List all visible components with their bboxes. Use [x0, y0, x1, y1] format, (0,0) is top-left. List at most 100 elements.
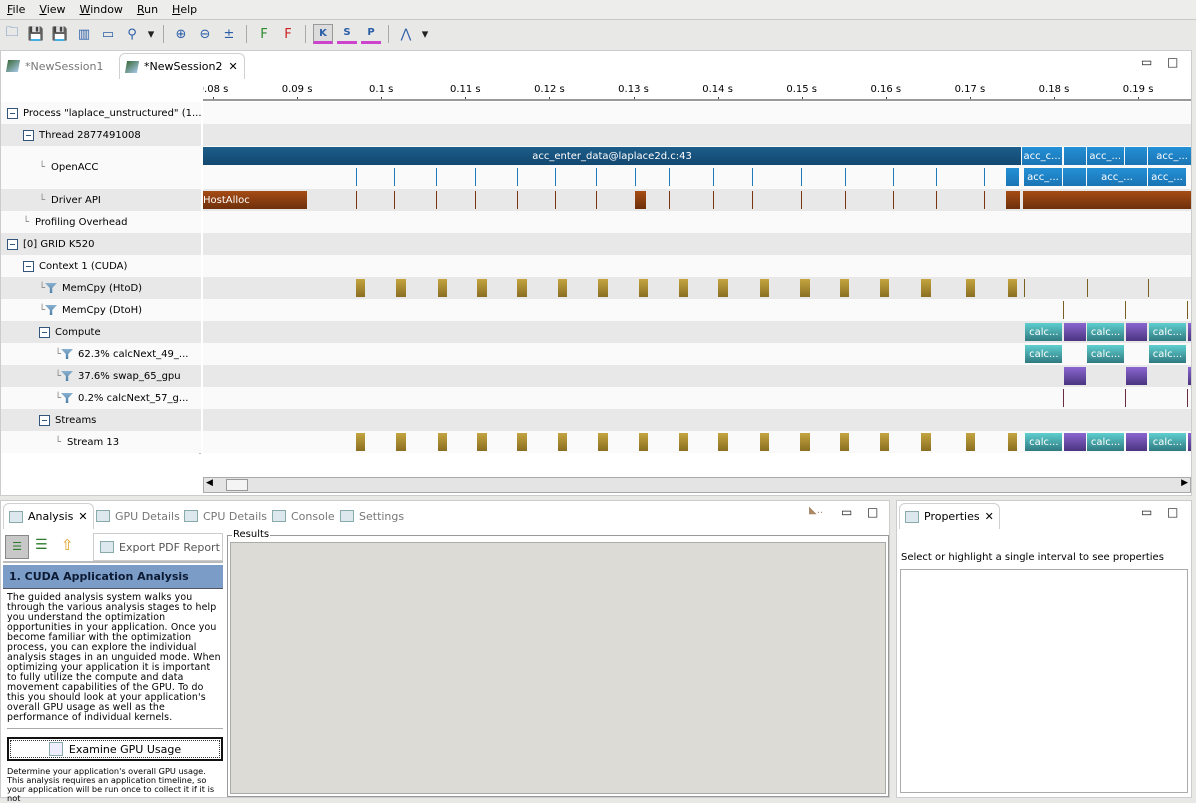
menu-run[interactable]: Run: [136, 3, 159, 16]
api-call-marker[interactable]: [517, 168, 519, 186]
stream-color-icon[interactable]: S: [337, 24, 357, 44]
memcpy-htod-bar[interactable]: [1007, 279, 1018, 297]
memcpy-htod-bar[interactable]: [839, 279, 850, 297]
memcpy-htod-bar[interactable]: [800, 279, 810, 297]
tab-analysis[interactable]: Analysis ✕: [3, 503, 94, 529]
maximize-button[interactable]: □: [1167, 55, 1179, 69]
export-pdf-button[interactable]: Export PDF Report: [93, 533, 223, 561]
kernel-swap-bar[interactable]: [1064, 323, 1086, 341]
zoom-fit-icon[interactable]: ±: [223, 26, 235, 42]
openacc-event-bar[interactable]: acc_...: [1086, 147, 1124, 165]
kernel-calcnext-bar[interactable]: calc...: [1025, 323, 1063, 341]
timeline-row-label[interactable]: Compute: [1, 321, 201, 343]
api-call-marker[interactable]: [668, 168, 670, 186]
zoom-in-icon[interactable]: ⊕: [175, 26, 187, 42]
api-call-marker[interactable]: [355, 168, 357, 186]
save-all-icon[interactable]: 💾: [51, 26, 69, 42]
kernel-swap-bar[interactable]: [1187, 323, 1191, 341]
api-call-marker[interactable]: [475, 168, 477, 186]
menu-file[interactable]: File: [7, 3, 26, 16]
stream-memcpy-bar[interactable]: [557, 433, 568, 451]
menu-window[interactable]: Window: [79, 3, 123, 16]
kernel-swap-bar[interactable]: [1126, 433, 1148, 451]
api-call-marker[interactable]: [1125, 389, 1127, 407]
driver-api-bar[interactable]: HostAlloc: [203, 191, 308, 209]
api-call-marker[interactable]: [435, 191, 437, 209]
stream-memcpy-bar[interactable]: [839, 433, 850, 451]
timeline-row-label[interactable]: └ Driver API: [1, 189, 201, 211]
api-call-marker[interactable]: [800, 191, 802, 209]
stream-memcpy-bar[interactable]: [718, 433, 728, 451]
stream-memcpy-bar[interactable]: [477, 433, 487, 451]
stream-memcpy-bar[interactable]: [800, 433, 810, 451]
openacc-event-bar[interactable]: acc_...: [1023, 168, 1063, 186]
timeline-row-label[interactable]: └ MemCpy (DtoH): [1, 299, 201, 321]
menu-help[interactable]: Help: [172, 3, 198, 16]
openacc-event-bar[interactable]: [1063, 168, 1086, 186]
api-call-marker[interactable]: [1148, 279, 1150, 297]
api-call-marker[interactable]: [475, 191, 477, 209]
stream-memcpy-bar[interactable]: [678, 433, 689, 451]
openacc-event-bar[interactable]: acc_...: [1148, 147, 1191, 165]
filter-icon[interactable]: [61, 393, 74, 403]
kernel-swap-bar[interactable]: [1064, 367, 1086, 385]
timeline-row-label[interactable]: Streams: [1, 409, 201, 431]
kernel-calcnext-bar[interactable]: calc...: [1149, 433, 1186, 451]
memcpy-htod-bar[interactable]: [879, 279, 890, 297]
search-icon[interactable]: ⚲: [127, 26, 137, 42]
timeline-row-label[interactable]: └ OpenACC: [1, 146, 201, 189]
stream-memcpy-bar[interactable]: [638, 433, 649, 451]
openacc-event-bar[interactable]: acc_enter_data@laplace2d.c:43: [203, 147, 1022, 165]
api-call-marker[interactable]: [936, 168, 938, 186]
kernel-calcnext-bar[interactable]: calc...: [1086, 323, 1125, 341]
tab-session-1[interactable]: *NewSession1: [1, 53, 109, 79]
stream-memcpy-bar[interactable]: [921, 433, 931, 451]
openacc-event-bar[interactable]: acc_c...: [1022, 147, 1063, 165]
api-call-marker[interactable]: [1086, 279, 1088, 297]
tab-settings[interactable]: Settings: [335, 503, 409, 529]
import-icon[interactable]: ▥: [77, 26, 91, 42]
memcpy-htod-bar[interactable]: [355, 279, 366, 297]
api-call-marker[interactable]: [635, 168, 637, 186]
api-call-marker[interactable]: [393, 168, 395, 186]
zoom-out-icon[interactable]: ⊖: [199, 26, 211, 42]
api-call-marker[interactable]: [713, 191, 715, 209]
collapse-icon[interactable]: [7, 107, 18, 119]
memcpy-htod-bar[interactable]: [396, 279, 406, 297]
horizontal-scrollbar[interactable]: ◀ ▶: [203, 477, 1191, 493]
collapse-icon[interactable]: [39, 414, 50, 426]
save-icon[interactable]: 💾: [27, 26, 45, 42]
filter-icon[interactable]: [61, 371, 74, 381]
api-call-marker[interactable]: [984, 168, 986, 186]
tab-cpu-details[interactable]: CPU Details: [179, 503, 272, 529]
memcpy-htod-bar[interactable]: [965, 279, 976, 297]
stream-memcpy-bar[interactable]: [396, 433, 406, 451]
api-call-marker[interactable]: [752, 168, 754, 186]
memcpy-htod-bar[interactable]: [437, 279, 448, 297]
process-color-icon[interactable]: P: [361, 24, 381, 44]
api-call-marker[interactable]: [713, 168, 715, 186]
api-call-marker[interactable]: [355, 191, 357, 209]
api-call-marker[interactable]: [845, 168, 847, 186]
memcpy-htod-bar[interactable]: [678, 279, 689, 297]
timeline-canvas[interactable]: acc_enter_data@laplace2d.c:43 acc_c...acc…: [203, 102, 1191, 454]
guided-mode-icon[interactable]: ☰: [5, 535, 29, 559]
kernel-calcnext-bar[interactable]: calc...: [1086, 433, 1125, 451]
timeline-row-label[interactable]: └ Profiling Overhead: [1, 211, 201, 233]
minimize-button[interactable]: ▭: [1141, 505, 1153, 519]
kernel-calcnext-bar[interactable]: calc...: [1025, 345, 1063, 363]
kernel-calcnext-bar[interactable]: calc...: [1086, 345, 1125, 363]
tab-properties[interactable]: Properties ✕: [899, 503, 1000, 529]
collapse-icon[interactable]: [7, 238, 18, 250]
stream-memcpy-bar[interactable]: [759, 433, 770, 451]
stream-memcpy-bar[interactable]: [355, 433, 366, 451]
api-call-marker[interactable]: [845, 191, 847, 209]
minimize-button[interactable]: ▭: [1141, 55, 1153, 69]
maximize-button[interactable]: □: [867, 505, 879, 519]
kernel-calcnext-bar[interactable]: calc...: [1149, 323, 1186, 341]
api-call-marker[interactable]: [1063, 301, 1065, 319]
api-call-marker[interactable]: [517, 191, 519, 209]
api-call-marker[interactable]: [1023, 279, 1025, 297]
tab-gpu-details[interactable]: GPU Details: [91, 503, 185, 529]
filter-icon[interactable]: [45, 305, 58, 315]
